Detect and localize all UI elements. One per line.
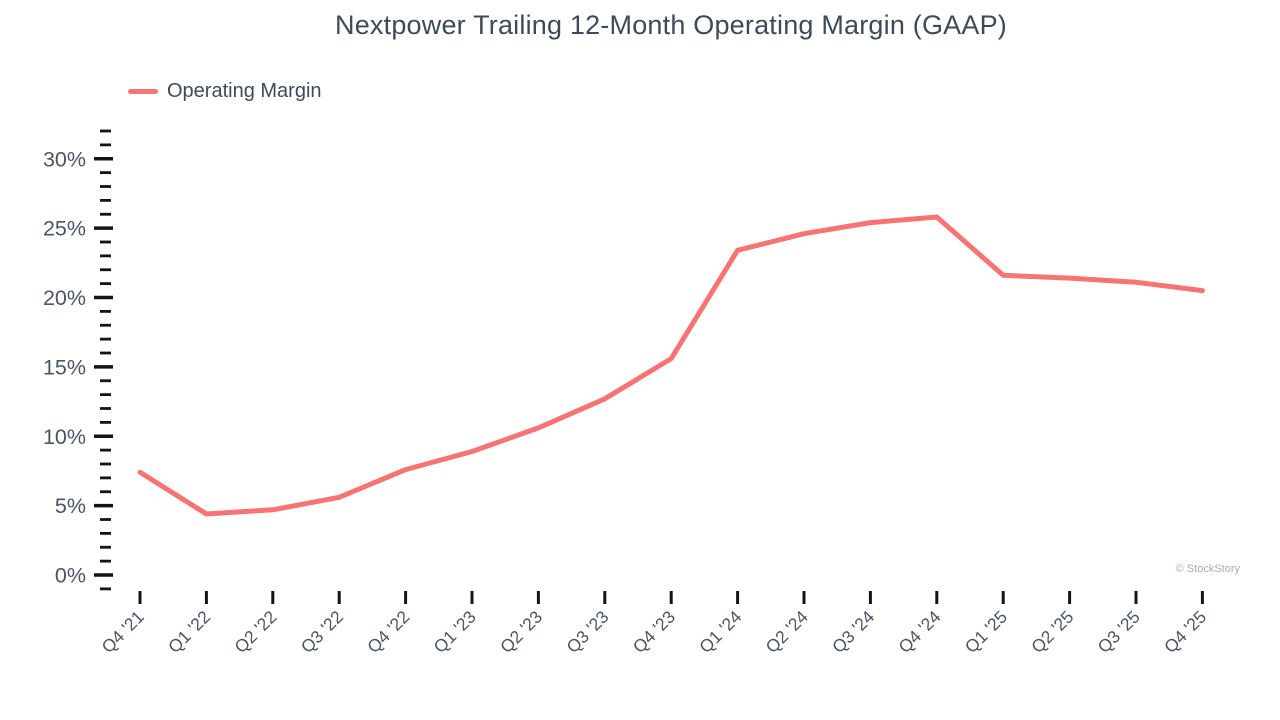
y-tick-label: 0% <box>55 564 86 588</box>
x-tick-label: Q3 '25 <box>1094 607 1144 657</box>
legend: Operating Margin <box>128 80 322 103</box>
y-tick-label: 25% <box>43 217 86 241</box>
x-axis: Q4 '21 Q1 '22 Q2 '22 Q3 '22 Q4 '22 Q1 '23 Q2 '… <box>98 591 1210 657</box>
x-tick-label: Q2 '23 <box>496 607 546 657</box>
x-tick-label: Q1 '23 <box>430 607 480 657</box>
x-tick-label: Q4 '23 <box>629 607 679 657</box>
x-tick-label: Q1 '25 <box>961 607 1011 657</box>
x-tick-label: Q4 '22 <box>363 607 413 657</box>
x-tick-label: Q3 '23 <box>562 607 612 657</box>
chart-title: Nextpower Trailing 12-Month Operating Ma… <box>335 10 1007 40</box>
x-tick-label: Q4 '21 <box>98 607 148 657</box>
x-tick-label: Q4 '25 <box>1160 607 1210 657</box>
y-tick-label: 10% <box>43 425 86 449</box>
x-tick-label: Q1 '24 <box>695 606 745 656</box>
x-tick-label: Q2 '22 <box>230 607 280 657</box>
x-tick-label: Q2 '25 <box>1027 607 1077 657</box>
legend-label: Operating Margin <box>167 80 322 102</box>
series-line-operating-margin <box>137 214 1205 517</box>
y-axis: 0% 5% 10% 15% 20% 25% 30% <box>43 129 113 591</box>
x-tick-label: Q4 '24 <box>894 606 944 656</box>
y-tick-label: 30% <box>43 147 86 171</box>
x-tick-label: Q3 '22 <box>297 607 347 657</box>
x-tick-label: Q2 '24 <box>762 606 812 656</box>
legend-line-swatch <box>128 89 158 94</box>
y-tick-label: 5% <box>55 494 86 518</box>
x-tick-label: Q3 '24 <box>828 606 878 656</box>
y-tick-label: 15% <box>43 355 86 379</box>
watermark: © StockStory <box>1175 563 1240 575</box>
y-tick-label: 20% <box>43 286 86 310</box>
x-tick-label: Q1 '22 <box>164 607 214 657</box>
